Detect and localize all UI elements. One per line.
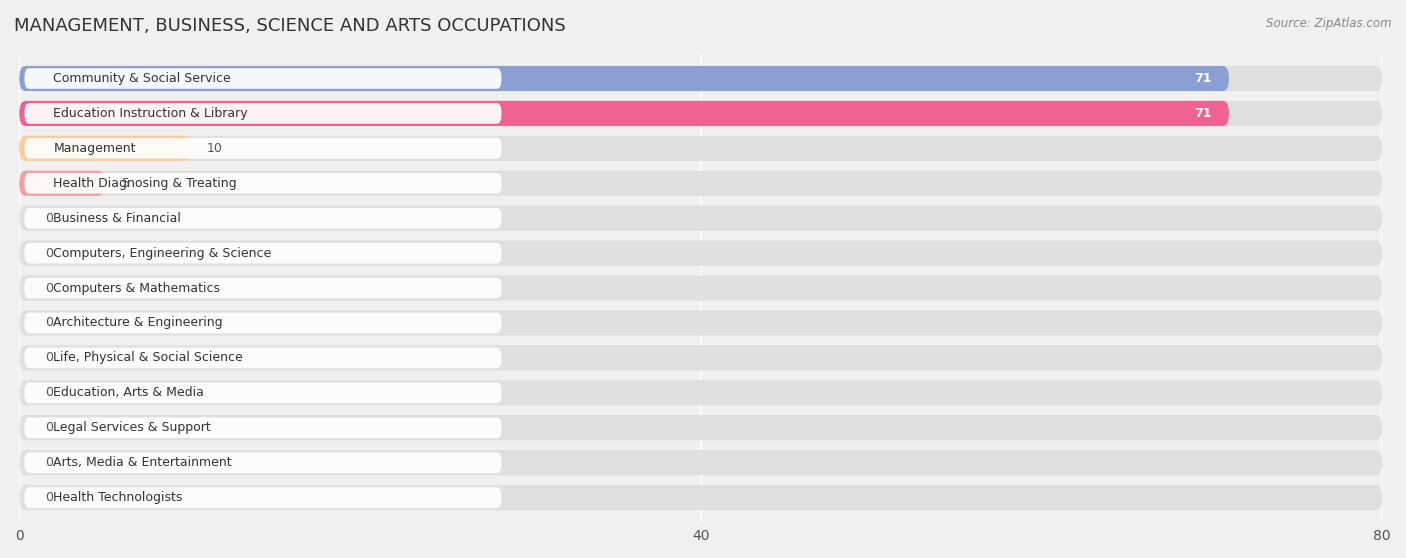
FancyBboxPatch shape [24,243,502,263]
FancyBboxPatch shape [24,348,502,368]
Text: Education, Arts & Media: Education, Arts & Media [53,386,204,400]
Text: 71: 71 [1194,72,1212,85]
FancyBboxPatch shape [20,380,1382,406]
FancyBboxPatch shape [24,383,502,403]
Text: 0: 0 [45,282,53,295]
FancyBboxPatch shape [24,103,502,124]
FancyBboxPatch shape [20,485,1382,510]
Text: Health Technologists: Health Technologists [53,491,183,504]
Text: Community & Social Service: Community & Social Service [53,72,231,85]
Text: 0: 0 [45,386,53,400]
FancyBboxPatch shape [20,240,1382,266]
FancyBboxPatch shape [24,68,502,89]
Text: 0: 0 [45,247,53,259]
FancyBboxPatch shape [24,138,502,158]
Text: 10: 10 [207,142,222,155]
FancyBboxPatch shape [20,450,1382,475]
FancyBboxPatch shape [24,453,502,473]
Text: Life, Physical & Social Science: Life, Physical & Social Science [53,352,243,364]
FancyBboxPatch shape [20,136,190,161]
FancyBboxPatch shape [20,101,1382,126]
Text: 0: 0 [45,421,53,434]
FancyBboxPatch shape [20,206,1382,231]
FancyBboxPatch shape [24,487,502,508]
Text: Computers & Mathematics: Computers & Mathematics [53,282,221,295]
Text: 0: 0 [45,316,53,329]
FancyBboxPatch shape [20,345,1382,371]
FancyBboxPatch shape [20,171,104,196]
FancyBboxPatch shape [20,66,1229,91]
Text: Education Instruction & Library: Education Instruction & Library [53,107,247,120]
FancyBboxPatch shape [20,136,1382,161]
FancyBboxPatch shape [24,173,502,194]
FancyBboxPatch shape [20,101,1229,126]
Text: 71: 71 [1194,107,1212,120]
Text: 0: 0 [45,211,53,225]
FancyBboxPatch shape [20,171,1382,196]
Text: Health Diagnosing & Treating: Health Diagnosing & Treating [53,177,238,190]
Text: Computers, Engineering & Science: Computers, Engineering & Science [53,247,271,259]
FancyBboxPatch shape [20,276,1382,301]
Text: Management: Management [53,142,136,155]
Text: 0: 0 [45,456,53,469]
Text: Legal Services & Support: Legal Services & Support [53,421,211,434]
FancyBboxPatch shape [24,312,502,333]
Text: MANAGEMENT, BUSINESS, SCIENCE AND ARTS OCCUPATIONS: MANAGEMENT, BUSINESS, SCIENCE AND ARTS O… [14,17,565,35]
Text: Source: ZipAtlas.com: Source: ZipAtlas.com [1267,17,1392,30]
Text: Architecture & Engineering: Architecture & Engineering [53,316,224,329]
Text: 0: 0 [45,491,53,504]
FancyBboxPatch shape [20,415,1382,440]
FancyBboxPatch shape [20,66,1382,91]
Text: 0: 0 [45,352,53,364]
FancyBboxPatch shape [24,208,502,229]
FancyBboxPatch shape [20,310,1382,335]
Text: 5: 5 [121,177,129,190]
FancyBboxPatch shape [24,417,502,438]
FancyBboxPatch shape [24,278,502,299]
Text: Arts, Media & Entertainment: Arts, Media & Entertainment [53,456,232,469]
Text: Business & Financial: Business & Financial [53,211,181,225]
